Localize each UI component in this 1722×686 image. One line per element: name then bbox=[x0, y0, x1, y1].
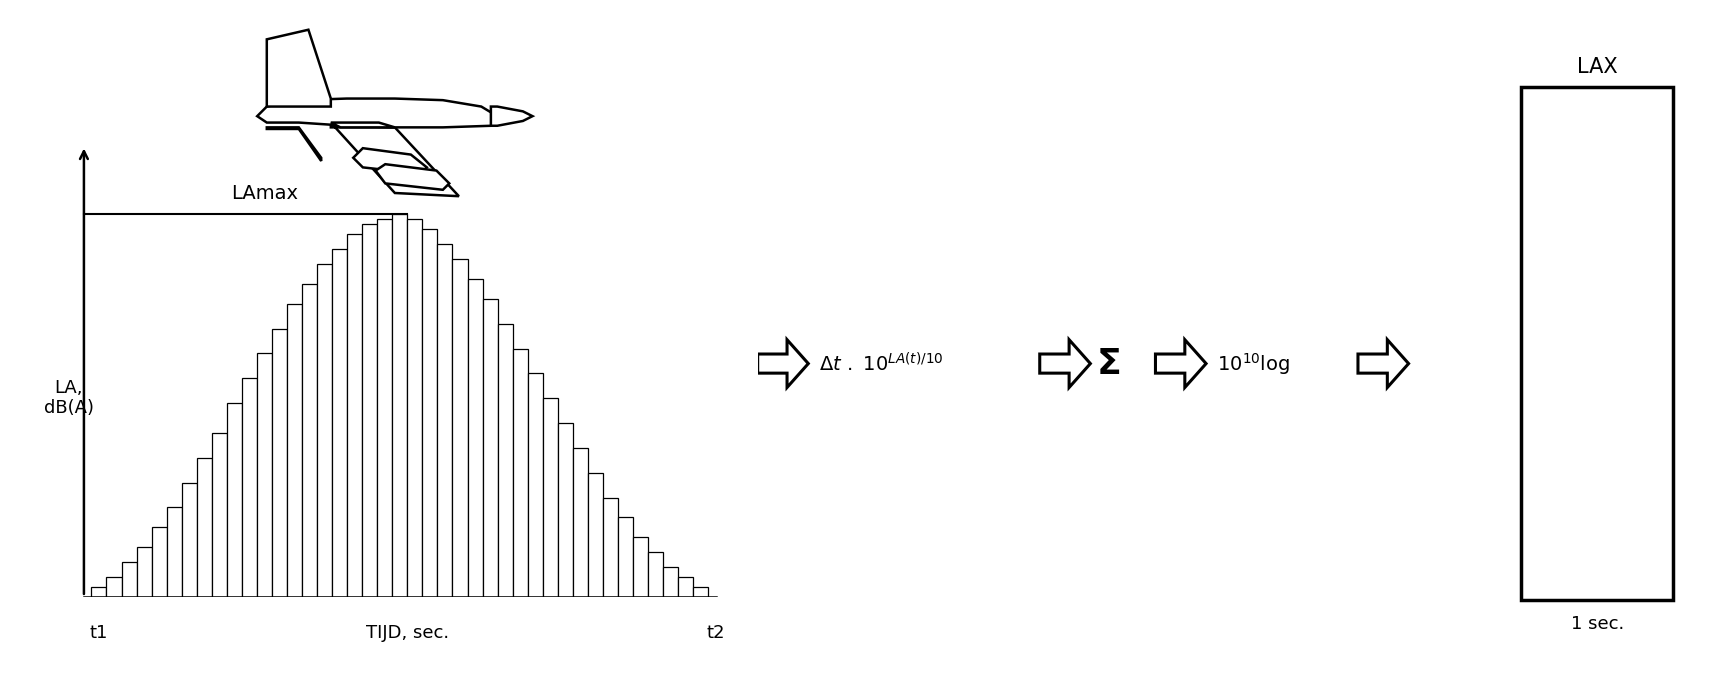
Text: $\mathbf{\Sigma}$: $\mathbf{\Sigma}$ bbox=[1097, 346, 1121, 381]
Polygon shape bbox=[267, 128, 322, 161]
Bar bbox=[694, 587, 708, 597]
Bar bbox=[647, 552, 663, 597]
Bar bbox=[527, 373, 542, 597]
Bar bbox=[587, 473, 603, 597]
Polygon shape bbox=[758, 340, 808, 388]
Bar bbox=[437, 244, 453, 597]
Bar bbox=[317, 264, 332, 597]
Bar bbox=[91, 587, 107, 597]
Text: $10^{10}$log: $10^{10}$log bbox=[1217, 351, 1290, 377]
Bar bbox=[122, 562, 136, 597]
Bar bbox=[542, 398, 558, 597]
Text: 1 sec.: 1 sec. bbox=[1570, 615, 1624, 633]
Bar bbox=[513, 348, 527, 597]
Polygon shape bbox=[331, 123, 458, 196]
Bar bbox=[152, 528, 167, 597]
Bar bbox=[558, 423, 573, 597]
Polygon shape bbox=[257, 99, 498, 128]
Text: $\Delta t\ .\ 10^{LA(t)/10}$: $\Delta t\ .\ 10^{LA(t)/10}$ bbox=[820, 352, 944, 375]
Bar bbox=[301, 284, 317, 597]
Bar bbox=[663, 567, 678, 597]
Bar bbox=[332, 249, 348, 597]
Bar bbox=[678, 577, 694, 597]
Bar bbox=[573, 448, 587, 597]
Text: LAX: LAX bbox=[1577, 57, 1617, 77]
Bar bbox=[618, 517, 634, 597]
Bar bbox=[136, 547, 152, 597]
Bar bbox=[634, 537, 647, 597]
Bar bbox=[183, 483, 196, 597]
Polygon shape bbox=[331, 123, 394, 128]
Bar bbox=[107, 577, 122, 597]
Text: t2: t2 bbox=[706, 624, 725, 641]
Bar bbox=[467, 279, 482, 597]
Polygon shape bbox=[353, 148, 427, 174]
Text: TIJD, sec.: TIJD, sec. bbox=[365, 624, 449, 641]
Bar bbox=[257, 353, 272, 597]
Bar bbox=[1521, 87, 1674, 600]
Bar bbox=[348, 235, 362, 597]
Bar bbox=[196, 458, 212, 597]
Bar bbox=[272, 329, 288, 597]
Text: t1: t1 bbox=[90, 624, 108, 641]
Bar bbox=[482, 299, 498, 597]
Polygon shape bbox=[267, 29, 331, 106]
Bar bbox=[362, 224, 377, 597]
Bar bbox=[167, 508, 183, 597]
Polygon shape bbox=[1040, 340, 1090, 388]
Text: LA,
dB(A): LA, dB(A) bbox=[43, 379, 95, 417]
Polygon shape bbox=[1359, 340, 1409, 388]
Bar bbox=[498, 324, 513, 597]
Bar bbox=[603, 497, 618, 597]
Bar bbox=[227, 403, 241, 597]
Bar bbox=[408, 220, 422, 597]
Bar bbox=[453, 259, 467, 597]
Text: LAmax: LAmax bbox=[231, 184, 298, 203]
Polygon shape bbox=[491, 106, 532, 126]
Bar bbox=[393, 215, 408, 597]
Polygon shape bbox=[1155, 340, 1205, 388]
Bar bbox=[288, 304, 301, 597]
Bar bbox=[422, 229, 437, 597]
Bar bbox=[241, 378, 257, 597]
Polygon shape bbox=[375, 164, 449, 190]
Bar bbox=[377, 220, 393, 597]
Bar bbox=[212, 433, 227, 597]
